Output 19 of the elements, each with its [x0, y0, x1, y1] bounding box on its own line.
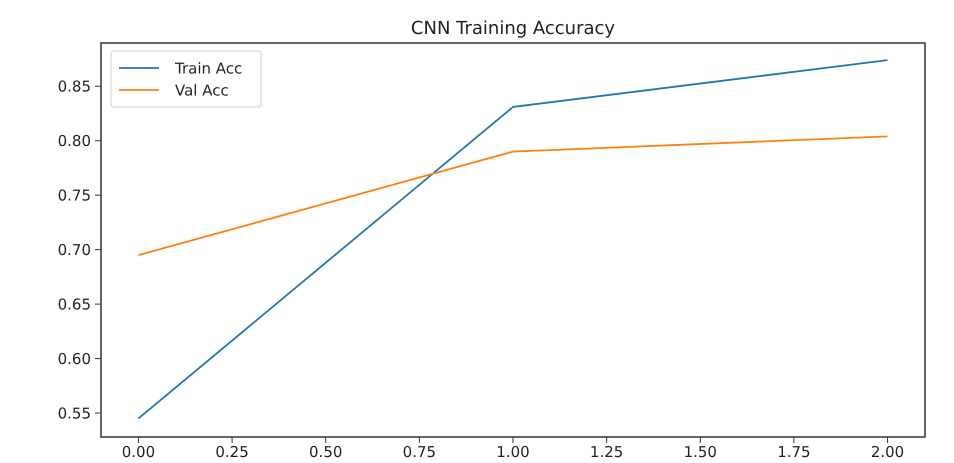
legend-label: Val Acc: [175, 81, 229, 100]
y-tick-label: 0.85: [58, 77, 91, 96]
x-tick-label: 0.75: [402, 443, 436, 461]
y-tick-label: 0.65: [58, 295, 91, 314]
x-tick-label: 0.25: [215, 443, 249, 461]
x-tick-label: 0.00: [122, 443, 156, 461]
x-tick-label: 2.00: [870, 443, 904, 461]
y-tick-label: 0.55: [58, 404, 91, 422]
x-tick-label: 1.25: [590, 443, 624, 461]
x-tick-label: 1.50: [684, 443, 717, 461]
y-tick-label: 0.70: [58, 240, 91, 259]
legend-label: Train Acc: [174, 59, 242, 78]
x-tick-label: 1.75: [777, 443, 811, 461]
y-tick-label: 0.80: [58, 132, 91, 150]
x-tick-label: 1.00: [496, 443, 530, 461]
chart-title: CNN Training Accuracy: [410, 18, 616, 39]
x-tick-label: 0.50: [309, 443, 342, 461]
y-tick-label: 0.75: [58, 186, 91, 204]
y-tick-label: 0.60: [58, 350, 91, 368]
